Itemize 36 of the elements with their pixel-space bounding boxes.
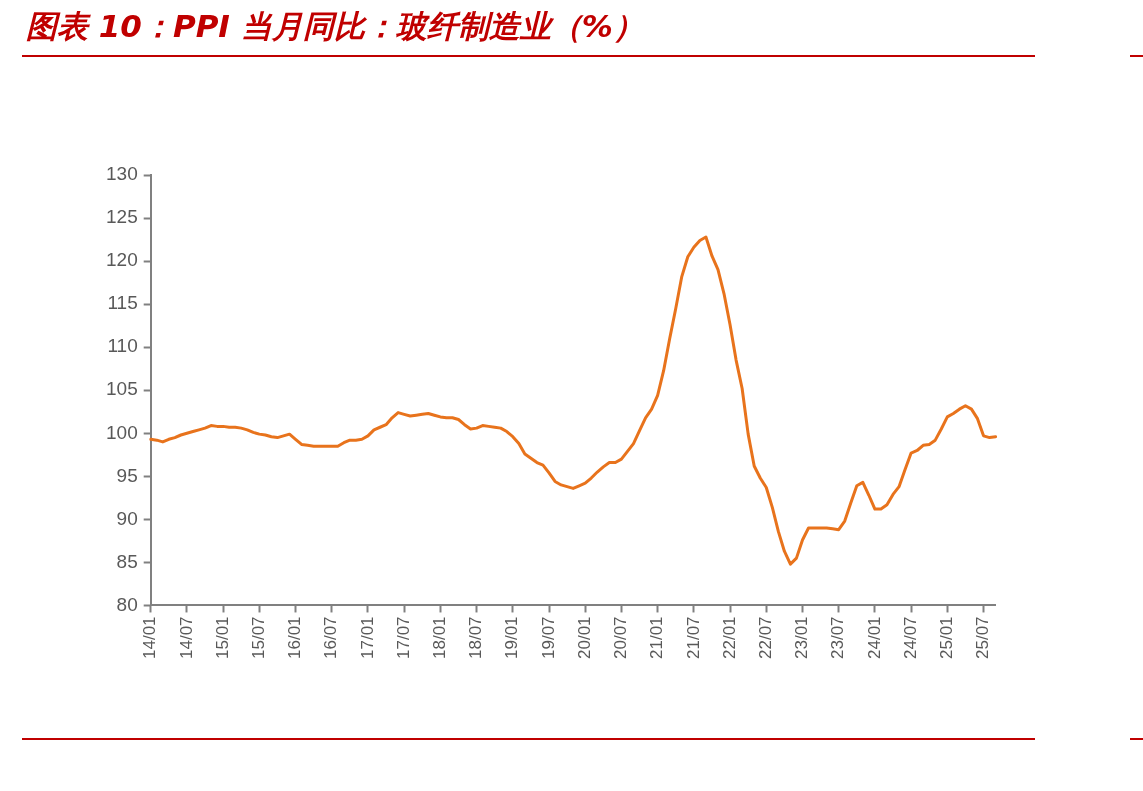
y-tick-label: 120 (106, 249, 138, 271)
x-tick-label: 21/07 (683, 616, 703, 660)
chart-title: 图表 10：PPI 当月同比：玻纤制造业（%） (26, 7, 644, 46)
x-tick-label: 17/07 (393, 616, 413, 660)
x-tick-label: 16/07 (321, 616, 341, 660)
y-tick-label: 105 (106, 378, 138, 400)
x-tick-label: 21/01 (647, 616, 667, 660)
y-tick-label: 90 (116, 507, 138, 529)
x-tick-label: 17/01 (357, 616, 377, 660)
x-tick-label: 20/01 (574, 616, 594, 660)
y-tick-label: 125 (106, 206, 138, 228)
x-tick-label: 18/01 (430, 616, 450, 660)
x-tick-label: 22/07 (755, 616, 775, 660)
y-tick-label: 110 (107, 335, 138, 357)
x-tick-label: 24/01 (864, 616, 884, 660)
x-tick-label: 22/01 (719, 616, 739, 660)
y-tick-label: 85 (116, 550, 138, 572)
x-tick-label: 14/01 (140, 616, 160, 660)
x-tick-label: 25/01 (937, 616, 957, 660)
x-tick-label: 15/01 (212, 616, 232, 660)
x-tick-label: 19/07 (538, 616, 558, 660)
x-tick-label: 20/07 (611, 616, 631, 660)
y-tick-label: 130 (106, 163, 138, 185)
y-tick-label: 115 (107, 292, 138, 314)
x-tick-label: 14/07 (176, 616, 196, 660)
x-tick-label: 23/01 (792, 616, 812, 660)
y-tick-label: 80 (116, 593, 138, 615)
x-tick-label: 16/01 (285, 616, 305, 660)
x-tick-label: 25/07 (973, 616, 993, 660)
x-tick-label: 15/07 (249, 616, 269, 660)
y-tick-label: 100 (106, 421, 138, 443)
x-tick-label: 23/07 (828, 616, 848, 660)
x-tick-label: 19/01 (502, 616, 522, 660)
x-tick-label: 24/07 (900, 616, 920, 660)
x-tick-label: 18/07 (466, 616, 486, 660)
y-tick-label: 95 (116, 464, 138, 486)
